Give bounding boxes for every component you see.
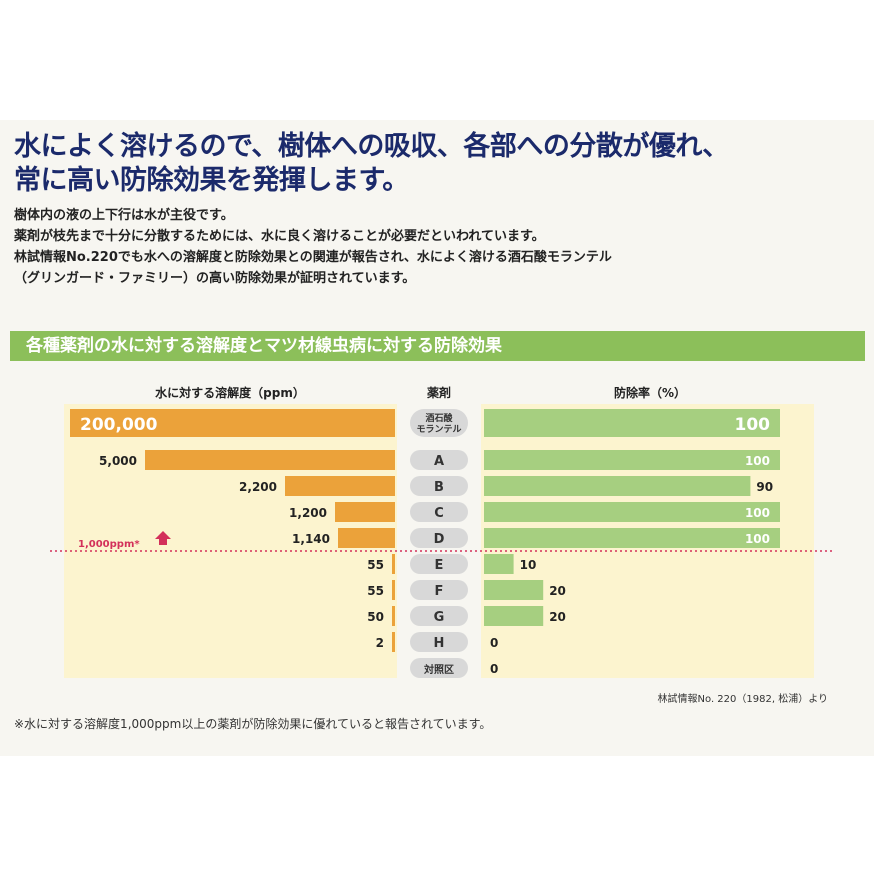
up-arrow-icon [155, 531, 171, 545]
agent-pill [410, 450, 468, 470]
agent-label: 酒石酸 [425, 412, 453, 424]
agent-pill [410, 606, 468, 626]
solubility-bar [392, 632, 395, 652]
efficacy-label: 20 [549, 610, 566, 624]
solubility-bar [70, 409, 395, 437]
agent-pill [410, 580, 468, 600]
solubility-bar [145, 450, 395, 470]
efficacy-bar [484, 606, 544, 626]
agent-pill [410, 632, 468, 652]
efficacy-label: 100 [735, 415, 771, 435]
solubility-bar [338, 528, 395, 548]
efficacy-label: 0 [490, 636, 498, 650]
agent-pill [410, 409, 468, 437]
body-line: 樹体内の液の上下行は水が主役です。 [14, 208, 234, 223]
solubility-label: 50 [367, 610, 384, 624]
agent-label: F [435, 584, 444, 599]
footnote: ※水に対する溶解度1,000ppm以上の薬剤が防除効果に優れていると報告されてい… [14, 717, 492, 731]
threshold-label: 1,000ppm* [78, 539, 140, 550]
headline: 水によく溶けるので、樹体への吸収、各部への分散が優れ、 常に高い防除効果を発揮し… [14, 130, 864, 198]
source-citation: 林試情報No. 220（1982, 松浦）より [657, 694, 828, 705]
agent-label: G [434, 610, 445, 625]
solubility-bar [285, 476, 395, 496]
headline-line-2: 常に高い防除効果を発揮します。 [14, 165, 409, 196]
solubility-label: 2,200 [239, 480, 277, 494]
agent-label: 対照区 [423, 663, 454, 676]
efficacy-bar [484, 580, 544, 600]
solubility-label: 2 [376, 636, 384, 650]
body-line: （グリンガード・ファミリー）の高い防除効果が証明されています。 [14, 271, 416, 286]
body-text: 樹体内の液の上下行は水が主役です。 薬剤が枝先まで十分に分散するためには、水に良… [14, 205, 864, 289]
section-header: 各種薬剤の水に対する溶解度とマツ材線虫病に対する防除効果 [10, 331, 865, 361]
solubility-column-header: 水に対する溶解度（ppm） [155, 386, 305, 400]
efficacy-label: 10 [520, 558, 537, 572]
agent-pill [410, 528, 468, 548]
efficacy-label: 100 [745, 506, 770, 520]
agent-pill [410, 502, 468, 522]
solubility-bar [392, 580, 395, 600]
headline-line-1: 水によく溶けるので、樹体への吸収、各部への分散が優れ、 [14, 131, 729, 162]
agent-column-header: 薬剤 [426, 386, 451, 400]
efficacy-label: 90 [756, 480, 773, 494]
efficacy-bar [484, 409, 780, 437]
efficacy-bar [484, 450, 780, 470]
agent-label: E [435, 558, 444, 573]
agent-pill [410, 658, 468, 678]
efficacy-label: 100 [745, 532, 770, 546]
efficacy-bar [484, 502, 780, 522]
efficacy-column-header: 防除率（%） [613, 386, 687, 400]
agent-label: B [434, 480, 444, 495]
efficacy-bar [484, 554, 514, 574]
agent-pill [410, 476, 468, 496]
solubility-label: 200,000 [80, 415, 158, 435]
solubility-label: 5,000 [99, 454, 137, 468]
efficacy-bar [484, 528, 780, 548]
solubility-label: 55 [367, 584, 384, 598]
solubility-label: 55 [367, 558, 384, 572]
agent-label: D [434, 532, 445, 547]
agent-label: A [434, 454, 444, 469]
agent-label: H [434, 636, 445, 651]
solubility-bar [392, 606, 395, 626]
efficacy-label: 0 [490, 662, 498, 676]
solubility-label: 1,200 [289, 506, 327, 520]
body-line: 林試情報No.220でも水への溶解度と防除効果との関連が報告され、水によく溶ける… [14, 250, 612, 265]
agent-label: モランテル [416, 424, 461, 435]
efficacy-bar [484, 476, 751, 496]
agent-pill [410, 554, 468, 574]
efficacy-label: 20 [549, 584, 566, 598]
solubility-bar [335, 502, 395, 522]
efficacy-label: 100 [745, 454, 770, 468]
body-line: 薬剤が枝先まで十分に分散するためには、水に良く溶けることが必要だといわれています… [14, 229, 545, 244]
agent-label: C [434, 506, 444, 521]
solubility-bar [392, 554, 395, 574]
solubility-label: 1,140 [292, 532, 330, 546]
section-title: 各種薬剤の水に対する溶解度とマツ材線虫病に対する防除効果 [26, 336, 502, 356]
